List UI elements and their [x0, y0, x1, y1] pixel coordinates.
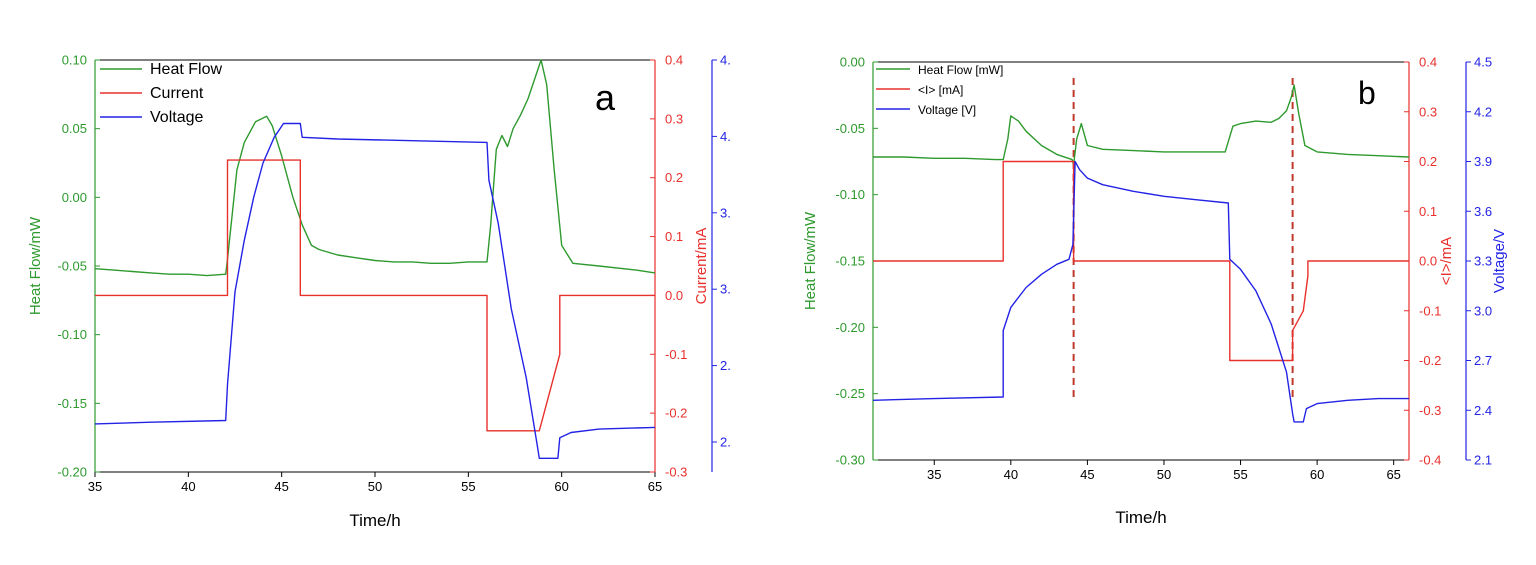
left-axis-tick-label: 0.05 — [62, 121, 87, 136]
x-tick-label: 40 — [1004, 467, 1018, 482]
current-line — [873, 160, 1409, 362]
current-axis-tick-label: -0.1 — [1419, 303, 1441, 318]
voltage-axis-tick-label: 4.5 — [1474, 55, 1492, 70]
current-axis-tick-label: 0.0 — [1419, 254, 1437, 269]
voltage-axis-tick-label: 4. — [720, 129, 731, 144]
current-axis-tick-label: -0.3 — [1419, 403, 1441, 418]
x-tick-label: 60 — [1310, 467, 1324, 482]
heat-flow-line — [94, 59, 656, 277]
legend-entry: Voltage — [150, 109, 203, 126]
x-tick-label: 55 — [1233, 467, 1247, 482]
left-axis-tick-label: -0.15 — [57, 396, 87, 411]
voltage-axis-tick-label: 3.9 — [1474, 154, 1492, 169]
voltage-axis-tick-label: 3.6 — [1474, 204, 1492, 219]
current-axis-tick-label: 0.4 — [665, 53, 683, 68]
current-axis-tick-label: -0.2 — [1419, 353, 1441, 368]
legend-entry: <I> [mA] — [918, 83, 963, 97]
x-tick-label: 35 — [88, 479, 102, 494]
legend-entry: Heat Flow [mW] — [918, 63, 1003, 77]
current-axis-title: Current/mA — [693, 228, 710, 305]
x-tick-label: 50 — [1157, 467, 1171, 482]
x-tick-label: 60 — [554, 479, 568, 494]
chart-panel-a: 35 40 45 50 55 60 65 Time/h 0.10 0.05 0.00 -0.05 -0.… — [27, 53, 731, 531]
x-tick-label: 45 — [274, 479, 288, 494]
current-axis-tick-label: -0.3 — [665, 465, 687, 480]
left-axis-tick-label: -0.20 — [57, 465, 87, 480]
current-axis-tick-label: -0.1 — [665, 347, 687, 362]
current-axis-tick-label: 0.1 — [665, 229, 683, 244]
voltage-axis-title: Voltage/V — [1491, 229, 1508, 293]
current-axis-tick-label: 0.3 — [1419, 104, 1437, 119]
x-tick-label: 65 — [648, 479, 662, 494]
left-axis-tick-label: -0.30 — [835, 453, 865, 468]
left-axis-title: Heat Flow/mW — [802, 211, 819, 310]
chart-panel-b: 35 40 45 50 55 60 65 Time/h 0.00 -0.05 -0.10 -0.15 -… — [802, 55, 1508, 528]
left-axis-tick-label: -0.05 — [57, 259, 87, 274]
x-tick-label: 50 — [368, 479, 382, 494]
legend-entry: Heat Flow — [150, 61, 222, 78]
legend-entry: Current — [150, 85, 204, 102]
left-axis-tick-label: -0.20 — [835, 320, 865, 335]
voltage-axis-tick-label: 2.7 — [1474, 353, 1492, 368]
voltage-axis-tick-label: 2.1 — [1474, 453, 1492, 468]
current-axis-tick-label: 0.4 — [1419, 55, 1437, 70]
current-line — [95, 159, 655, 432]
voltage-axis-tick-label: 2. — [720, 358, 731, 373]
panel-label: b — [1358, 75, 1376, 111]
x-tick-label: 55 — [461, 479, 475, 494]
voltage-axis-tick-label: 4.2 — [1474, 104, 1492, 119]
left-axis-tick-label: 0.00 — [62, 190, 87, 205]
voltage-axis-tick-label: 3. — [720, 205, 731, 220]
voltage-axis-tick-label: 2. — [720, 435, 731, 450]
current-axis-tick-label: 0.0 — [665, 288, 683, 303]
x-axis-title: Time/h — [1115, 508, 1166, 527]
voltage-line — [94, 122, 656, 459]
voltage-axis-tick-label: 4. — [720, 53, 731, 68]
voltage-axis-tick-label: 3.3 — [1474, 254, 1492, 269]
x-tick-label: 40 — [181, 479, 195, 494]
current-axis-tick-label: 0.2 — [1419, 154, 1437, 169]
voltage-axis-tick-label: 3. — [720, 282, 731, 297]
current-axis-tick-label: 0.1 — [1419, 204, 1437, 219]
voltage-axis-tick-label: 2.4 — [1474, 403, 1492, 418]
panel-label: a — [595, 77, 616, 118]
left-axis-tick-label: -0.05 — [835, 121, 865, 136]
current-axis-tick-label: 0.2 — [665, 170, 683, 185]
voltage-axis-tick-label: 3.0 — [1474, 303, 1492, 318]
left-axis-tick-label: -0.10 — [57, 327, 87, 342]
x-tick-label: 35 — [927, 467, 941, 482]
current-axis-tick-label: -0.4 — [1419, 453, 1441, 468]
left-axis-tick-label: -0.25 — [835, 386, 865, 401]
left-axis-tick-label: 0.10 — [62, 53, 87, 68]
x-tick-label: 45 — [1080, 467, 1094, 482]
current-axis-tick-label: 0.3 — [665, 111, 683, 126]
left-axis-tick-label: 0.00 — [840, 55, 865, 70]
heat-flow-line — [873, 84, 1410, 166]
x-axis-title: Time/h — [349, 511, 400, 530]
current-axis-title: <I>/mA — [1438, 237, 1455, 285]
legend-entry: Voltage [V] — [918, 103, 976, 117]
voltage-line — [872, 160, 1409, 423]
left-axis-title: Heat Flow/mW — [27, 216, 44, 315]
left-axis-tick-label: -0.15 — [835, 254, 865, 269]
current-axis-tick-label: -0.2 — [665, 406, 687, 421]
left-axis-tick-label: -0.10 — [835, 187, 865, 202]
x-tick-label: 65 — [1386, 467, 1400, 482]
